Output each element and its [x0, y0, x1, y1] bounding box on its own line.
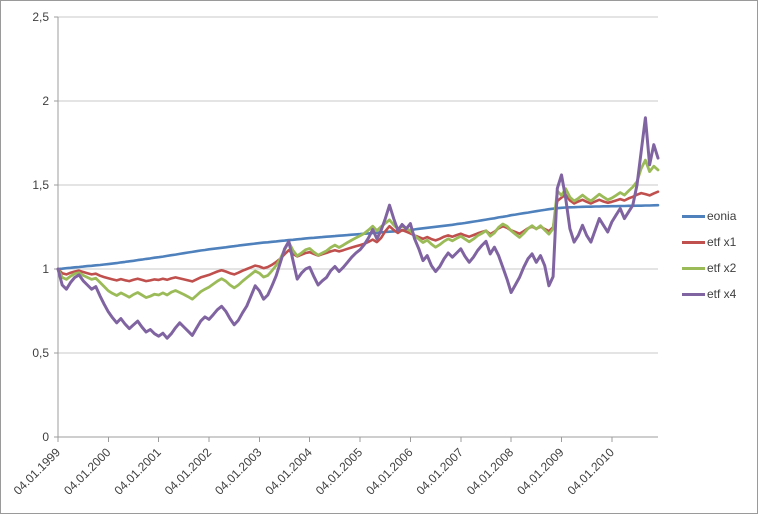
series-line-etf-x4[interactable] — [56, 116, 660, 340]
y-axis-label: 1 — [42, 262, 49, 276]
legend-item-etf-x1[interactable]: etf x1 — [682, 234, 736, 251]
legend-label-etf-x2: etf x2 — [707, 261, 737, 275]
legend-swatch-etf-x2 — [682, 267, 705, 270]
x-axis-label: 04.01.2009 — [514, 445, 567, 498]
series-line-eonia[interactable] — [56, 203, 660, 271]
chart-legend: eonia etf x1 etf x2 etf x4 — [682, 208, 736, 303]
x-axis-label: 04.01.2003 — [212, 445, 265, 498]
legend-item-eonia[interactable]: eonia — [682, 208, 736, 225]
y-axis-label: 1,5 — [32, 178, 49, 192]
x-axis-label: 04.01.2004 — [262, 445, 315, 498]
y-axis-label: 0,5 — [32, 346, 49, 360]
x-axis-label: 04.01.2008 — [464, 445, 517, 498]
x-axis-label: 04.01.2010 — [565, 445, 618, 498]
x-axis-label: 04.01.2006 — [363, 445, 416, 498]
legend-swatch-eonia — [682, 215, 705, 218]
y-axis-label: 0 — [42, 430, 49, 444]
legend-item-etf-x4[interactable]: etf x4 — [682, 286, 736, 303]
legend-item-etf-x2[interactable]: etf x2 — [682, 260, 736, 277]
x-axis-label: 04.01.2005 — [313, 445, 366, 498]
legend-label-etf-x4: etf x4 — [707, 287, 737, 301]
y-axis-label: 2,5 — [32, 10, 49, 24]
x-axis-label: 04.01.2002 — [162, 445, 215, 498]
legend-swatch-etf-x1 — [682, 241, 705, 244]
legend-label-eonia: eonia — [707, 209, 737, 223]
x-axis-label: 04.01.2001 — [111, 445, 164, 498]
x-axis-label: 04.01.2007 — [414, 445, 467, 498]
legend-label-etf-x1: etf x1 — [707, 235, 737, 249]
legend-swatch-etf-x4 — [682, 293, 705, 296]
x-axis-label: 04.01.1999 — [11, 445, 64, 498]
y-axis-label: 2 — [42, 94, 49, 108]
series-line-etf-x2[interactable] — [56, 158, 660, 301]
x-axis-label: 04.01.2000 — [61, 445, 114, 498]
